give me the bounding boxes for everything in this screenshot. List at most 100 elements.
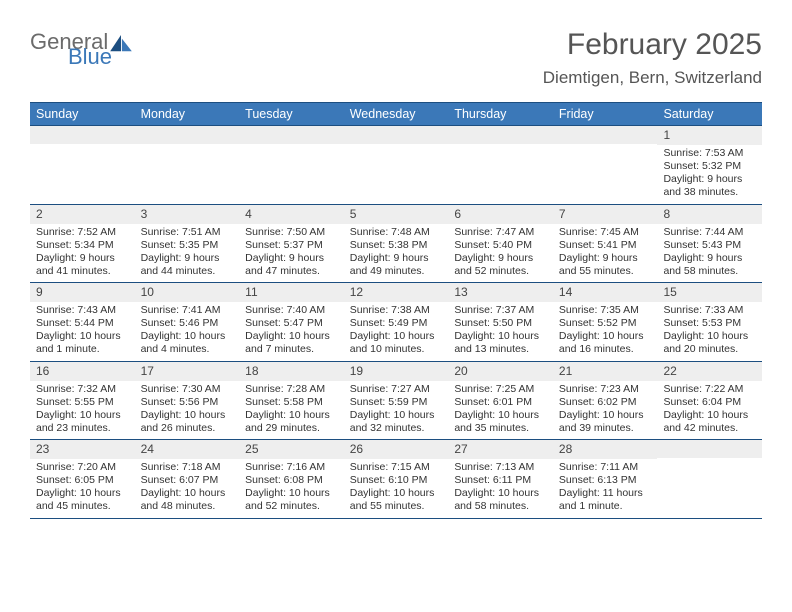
daylight: Daylight: 10 hours and 55 minutes. [350,487,443,513]
sunrise: Sunrise: 7:52 AM [36,226,129,239]
weeks-container: 1Sunrise: 7:53 AMSunset: 5:32 PMDaylight… [30,126,762,519]
sunset: Sunset: 6:11 PM [454,474,547,487]
day-cell: 18Sunrise: 7:28 AMSunset: 5:58 PMDayligh… [239,362,344,441]
day-cell: 28Sunrise: 7:11 AMSunset: 6:13 PMDayligh… [553,440,658,519]
day-cell: 3Sunrise: 7:51 AMSunset: 5:35 PMDaylight… [135,205,240,284]
day-number: 12 [344,283,449,302]
sunrise: Sunrise: 7:30 AM [141,383,234,396]
daylight: Daylight: 9 hours and 58 minutes. [663,252,756,278]
day-cell: 10Sunrise: 7:41 AMSunset: 5:46 PMDayligh… [135,283,240,362]
day-number: 20 [448,362,553,381]
daylight: Daylight: 10 hours and 29 minutes. [245,409,338,435]
day-body: Sunrise: 7:11 AMSunset: 6:13 PMDaylight:… [553,459,658,518]
dayhead-wed: Wednesday [344,103,449,125]
day-body: Sunrise: 7:40 AMSunset: 5:47 PMDaylight:… [239,302,344,361]
day-number [30,126,135,144]
daylight: Daylight: 9 hours and 44 minutes. [141,252,234,278]
day-body: Sunrise: 7:38 AMSunset: 5:49 PMDaylight:… [344,302,449,361]
day-number: 27 [448,440,553,459]
sunset: Sunset: 5:38 PM [350,239,443,252]
day-number: 3 [135,205,240,224]
day-cell: 15Sunrise: 7:33 AMSunset: 5:53 PMDayligh… [657,283,762,362]
dayhead-sat: Saturday [657,103,762,125]
day-number: 19 [344,362,449,381]
day-number [239,126,344,144]
day-body: Sunrise: 7:20 AMSunset: 6:05 PMDaylight:… [30,459,135,518]
day-cell [239,126,344,205]
sunset: Sunset: 5:56 PM [141,396,234,409]
daylight: Daylight: 10 hours and 23 minutes. [36,409,129,435]
day-body: Sunrise: 7:18 AMSunset: 6:07 PMDaylight:… [135,459,240,518]
daylight: Daylight: 10 hours and 20 minutes. [663,330,756,356]
sunrise: Sunrise: 7:27 AM [350,383,443,396]
day-number: 1 [657,126,762,145]
day-cell: 8Sunrise: 7:44 AMSunset: 5:43 PMDaylight… [657,205,762,284]
day-number: 28 [553,440,658,459]
daylight: Daylight: 10 hours and 45 minutes. [36,487,129,513]
day-cell: 27Sunrise: 7:13 AMSunset: 6:11 PMDayligh… [448,440,553,519]
sunset: Sunset: 6:10 PM [350,474,443,487]
day-cell: 21Sunrise: 7:23 AMSunset: 6:02 PMDayligh… [553,362,658,441]
day-cell: 2Sunrise: 7:52 AMSunset: 5:34 PMDaylight… [30,205,135,284]
sunset: Sunset: 6:02 PM [559,396,652,409]
week-row: 16Sunrise: 7:32 AMSunset: 5:55 PMDayligh… [30,362,762,441]
day-body: Sunrise: 7:25 AMSunset: 6:01 PMDaylight:… [448,381,553,440]
day-body: Sunrise: 7:33 AMSunset: 5:53 PMDaylight:… [657,302,762,361]
logo-text-blue: Blue [68,47,132,68]
day-body: Sunrise: 7:43 AMSunset: 5:44 PMDaylight:… [30,302,135,361]
sunrise: Sunrise: 7:35 AM [559,304,652,317]
daylight: Daylight: 11 hours and 1 minute. [559,487,652,513]
day-header-row: Sunday Monday Tuesday Wednesday Thursday… [30,102,762,126]
header: General Blue February 2025 Diemtigen, Be… [30,28,762,88]
daylight: Daylight: 9 hours and 55 minutes. [559,252,652,278]
month-title: February 2025 [543,28,762,62]
day-body: Sunrise: 7:28 AMSunset: 5:58 PMDaylight:… [239,381,344,440]
daylight: Daylight: 10 hours and 13 minutes. [454,330,547,356]
sunset: Sunset: 6:08 PM [245,474,338,487]
day-number: 18 [239,362,344,381]
sunset: Sunset: 6:04 PM [663,396,756,409]
day-body: Sunrise: 7:15 AMSunset: 6:10 PMDaylight:… [344,459,449,518]
sunrise: Sunrise: 7:40 AM [245,304,338,317]
sunset: Sunset: 5:52 PM [559,317,652,330]
sunset: Sunset: 5:47 PM [245,317,338,330]
day-cell: 12Sunrise: 7:38 AMSunset: 5:49 PMDayligh… [344,283,449,362]
daylight: Daylight: 10 hours and 10 minutes. [350,330,443,356]
sunset: Sunset: 5:59 PM [350,396,443,409]
day-body: Sunrise: 7:48 AMSunset: 5:38 PMDaylight:… [344,224,449,283]
sunset: Sunset: 5:43 PM [663,239,756,252]
day-number: 24 [135,440,240,459]
day-cell: 24Sunrise: 7:18 AMSunset: 6:07 PMDayligh… [135,440,240,519]
dayhead-thu: Thursday [448,103,553,125]
day-number: 21 [553,362,658,381]
daylight: Daylight: 9 hours and 41 minutes. [36,252,129,278]
dayhead-mon: Monday [135,103,240,125]
sunrise: Sunrise: 7:11 AM [559,461,652,474]
daylight: Daylight: 9 hours and 38 minutes. [663,173,756,199]
day-number: 16 [30,362,135,381]
sunrise: Sunrise: 7:20 AM [36,461,129,474]
sunset: Sunset: 5:32 PM [663,160,756,173]
daylight: Daylight: 9 hours and 49 minutes. [350,252,443,278]
day-cell: 19Sunrise: 7:27 AMSunset: 5:59 PMDayligh… [344,362,449,441]
sunset: Sunset: 5:46 PM [141,317,234,330]
dayhead-tue: Tuesday [239,103,344,125]
day-number: 25 [239,440,344,459]
day-number: 5 [344,205,449,224]
day-cell: 23Sunrise: 7:20 AMSunset: 6:05 PMDayligh… [30,440,135,519]
day-body: Sunrise: 7:13 AMSunset: 6:11 PMDaylight:… [448,459,553,518]
day-body: Sunrise: 7:44 AMSunset: 5:43 PMDaylight:… [657,224,762,283]
daylight: Daylight: 10 hours and 48 minutes. [141,487,234,513]
sunrise: Sunrise: 7:53 AM [663,147,756,160]
daylight: Daylight: 10 hours and 1 minute. [36,330,129,356]
day-cell: 20Sunrise: 7:25 AMSunset: 6:01 PMDayligh… [448,362,553,441]
daylight: Daylight: 10 hours and 52 minutes. [245,487,338,513]
day-number: 17 [135,362,240,381]
day-cell: 6Sunrise: 7:47 AMSunset: 5:40 PMDaylight… [448,205,553,284]
day-body: Sunrise: 7:52 AMSunset: 5:34 PMDaylight:… [30,224,135,283]
sunset: Sunset: 6:07 PM [141,474,234,487]
sunset: Sunset: 6:01 PM [454,396,547,409]
day-number: 4 [239,205,344,224]
day-cell: 25Sunrise: 7:16 AMSunset: 6:08 PMDayligh… [239,440,344,519]
daylight: Daylight: 10 hours and 35 minutes. [454,409,547,435]
